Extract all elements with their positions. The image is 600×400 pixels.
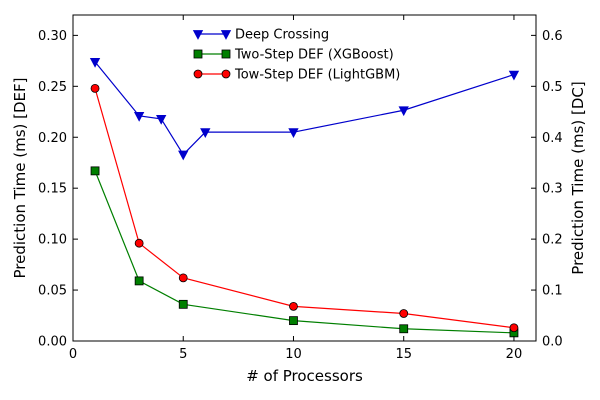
x-tick-label: 15: [395, 347, 412, 362]
ticks-layer: 0 5 10 15 20 0.00 0.05 0.10 0.15 0.20 0.25 0.30 0.0 0…: [38, 15, 563, 362]
y-right-tick-label: 0.4: [542, 131, 563, 146]
y-left-tick-label: 0.15: [38, 182, 67, 197]
x-tick-label: 5: [179, 347, 187, 362]
data-point: [134, 238, 144, 248]
series-line: [94, 170, 514, 334]
y-left-tick-label: 0.05: [38, 284, 67, 299]
y-right-tick-label: 0.5: [542, 80, 563, 95]
y-left-tick-label: 0.00: [38, 335, 67, 350]
y-right-tick-label: 0.2: [542, 233, 563, 248]
y-right-tick-label: 0.6: [542, 29, 563, 44]
legend-marker: [193, 49, 203, 59]
legend-label: Tow-Step DEF (LightGBM): [234, 68, 400, 83]
y-axis-left-label: Prediction Time (ms) [DEF]: [11, 77, 29, 278]
x-tick-label: 0: [69, 347, 77, 362]
data-point: [398, 106, 409, 117]
data-point: [289, 316, 298, 326]
legend-item: Deep Crossing: [192, 28, 329, 43]
data-point: [178, 299, 188, 309]
data-point: [399, 324, 409, 334]
y-right-tick-label: 0.1: [542, 284, 563, 299]
series-1: [89, 57, 520, 161]
legend-item: Two-Step DEF (XGBoost): [193, 48, 394, 63]
data-point: [133, 111, 145, 122]
y-left-tick-label: 0.30: [38, 29, 67, 44]
data-point: [90, 83, 100, 93]
y-right-tick-label: 0.3: [542, 182, 563, 197]
plot-frame: [72, 14, 537, 342]
data-point: [508, 70, 520, 81]
legend-marker: [221, 49, 231, 59]
x-tick-label: 10: [285, 347, 302, 362]
plot-layer: [89, 57, 520, 338]
legend: Deep Crossing Two-Step DEF (XGBoost) Tow-S…: [192, 28, 400, 83]
series-2: [90, 166, 519, 338]
data-point: [289, 301, 298, 311]
data-point: [178, 273, 188, 283]
legend-marker: [193, 69, 203, 79]
y-left-tick-label: 0.10: [38, 233, 67, 248]
data-point: [288, 128, 299, 139]
series-line: [94, 88, 515, 329]
y-right-tick-label: 0.0: [542, 335, 563, 350]
legend-label: Two-Step DEF (XGBoost): [234, 48, 394, 63]
legend-label: Deep Crossing: [235, 28, 329, 43]
data-point: [509, 323, 519, 333]
series-line: [94, 61, 515, 156]
y-axis-right-label: Prediction Time (ms) [DC]: [569, 81, 587, 274]
data-point: [156, 115, 167, 125]
x-axis-label: # of Processors: [246, 367, 363, 385]
data-point: [134, 276, 144, 286]
data-point: [90, 166, 100, 176]
legend-marker: [220, 30, 232, 40]
legend-marker: [221, 69, 231, 79]
y-left-tick-label: 0.20: [38, 131, 67, 146]
x-tick-label: 20: [506, 347, 523, 362]
y-left-tick-label: 0.25: [38, 80, 67, 95]
legend-item: Tow-Step DEF (LightGBM): [193, 68, 400, 83]
data-point: [200, 128, 211, 139]
data-point: [89, 57, 101, 68]
data-point: [178, 150, 189, 161]
data-point: [399, 309, 409, 318]
series-3: [90, 83, 519, 333]
legend-marker: [192, 30, 204, 40]
